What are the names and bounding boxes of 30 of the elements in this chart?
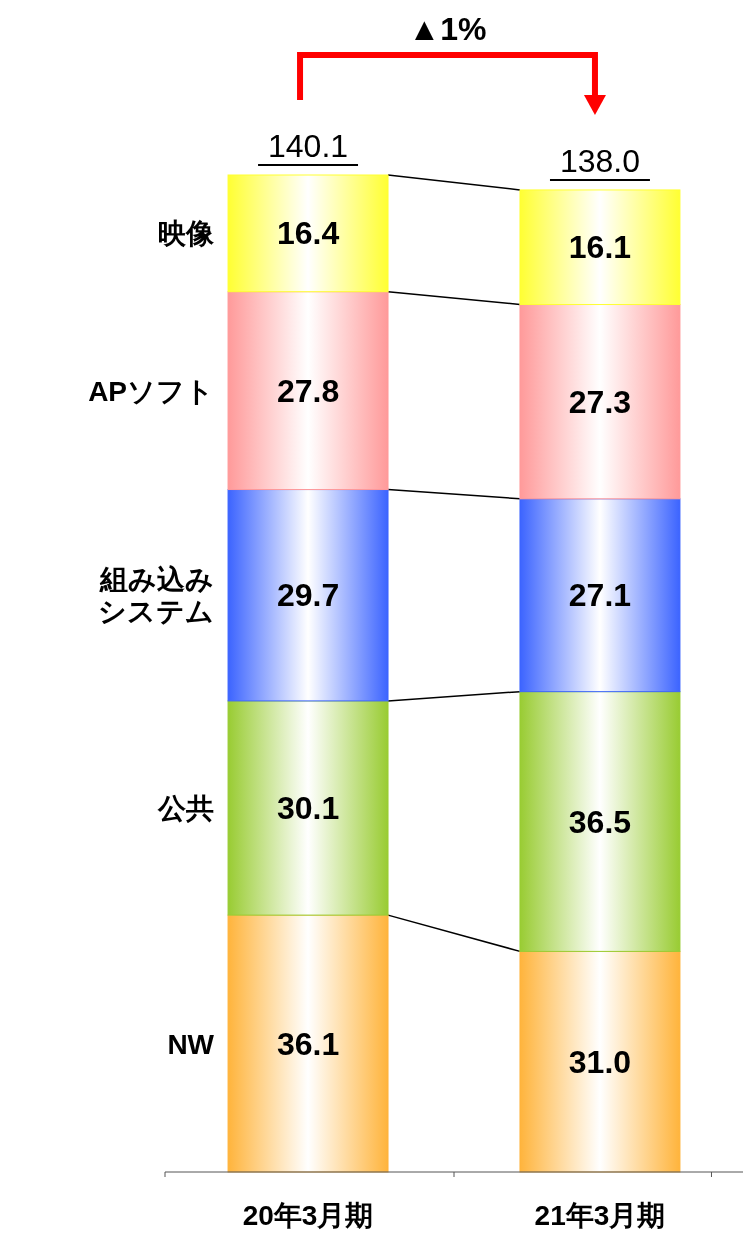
data-label: 30.1 bbox=[276, 790, 340, 826]
series-label: APソフト bbox=[88, 375, 215, 407]
total-label: 138.0 bbox=[559, 142, 640, 179]
bar bbox=[227, 914, 389, 1173]
data-label: 31.0 bbox=[568, 1043, 632, 1080]
data-label: 36.5 bbox=[568, 803, 632, 840]
data-label: 27.1 bbox=[568, 577, 632, 614]
bar bbox=[519, 498, 681, 693]
data-label: 29.7 bbox=[276, 577, 340, 614]
data-label: 27.8 bbox=[276, 372, 340, 409]
bar bbox=[227, 291, 389, 491]
bar bbox=[519, 950, 681, 1173]
bar bbox=[227, 700, 389, 916]
bar bbox=[227, 489, 389, 702]
text: ▲1% bbox=[408, 11, 487, 47]
bar bbox=[519, 691, 681, 952]
series-label: 公共 bbox=[157, 792, 215, 824]
x-tick-label: 20年3月期 bbox=[242, 1200, 374, 1231]
x-tick-label: 21年3月期 bbox=[534, 1200, 666, 1231]
bar bbox=[519, 304, 681, 500]
data-label: 27.3 bbox=[568, 383, 632, 420]
data-label: 16.4 bbox=[276, 215, 340, 252]
series-label: 組み込みシステム bbox=[98, 563, 215, 627]
series-label: NW bbox=[167, 1028, 215, 1060]
total-label: 140.1 bbox=[268, 128, 349, 164]
data-label: 36.1 bbox=[276, 1025, 340, 1062]
bar bbox=[519, 189, 681, 306]
series-label: 映像 bbox=[158, 217, 216, 249]
bar bbox=[227, 174, 389, 293]
data-label: 16.1 bbox=[568, 229, 632, 266]
